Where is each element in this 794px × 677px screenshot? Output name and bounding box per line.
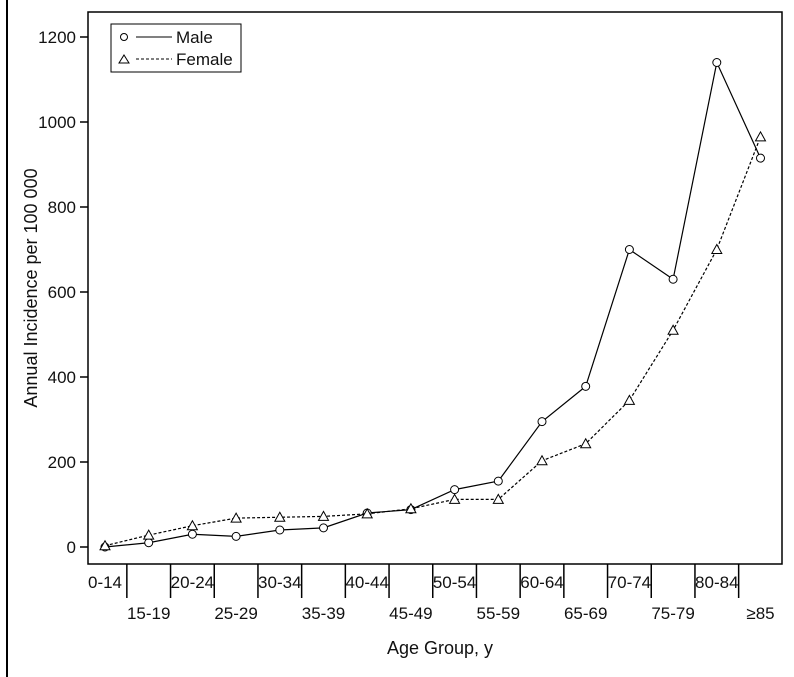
data-point-female [448,493,461,504]
data-point-female [273,511,286,522]
data-point-female [623,394,636,405]
data-point-female [317,510,330,521]
x-tick-label: 25-29 [214,604,257,623]
x-axis: 0-1415-1920-2425-2930-3435-3940-4445-495… [88,564,775,623]
data-point-male [275,525,285,535]
data-point-female [186,519,199,531]
x-tick-label: 0-14 [88,573,122,592]
data-point-female [361,507,374,519]
x-tick-label: 20-24 [171,573,214,592]
data-point-female [579,437,592,449]
legend-female-marker [118,54,130,64]
data-point-female [142,529,155,540]
x-tick-label: 30-34 [258,573,301,592]
data-point-male [319,523,328,533]
x-axis-title: Age Group, y [387,638,493,658]
legend-box [110,23,242,73]
x-tick-label: 65-69 [564,604,607,623]
x-tick-label: 80-84 [695,573,738,592]
data-point-female [667,324,679,335]
y-axis: 0 200 400 600 800 1000 1200 [38,28,88,557]
data-point-male [756,153,765,163]
legend-male-marker [120,33,128,41]
data-point-female [99,539,111,551]
legend-female-label: Female [176,50,233,69]
x-tick-label: 70-74 [608,573,651,592]
data-point-male [668,274,678,284]
plot-area [87,11,783,565]
legend-male-label: Male [176,28,213,47]
series-layer [99,58,767,552]
x-tick-label: 60-64 [520,573,563,592]
data-point-male [712,58,722,67]
y-axis-title: Annual Incidence per 100 000 [21,168,41,407]
x-tick-label: ≥85 [746,604,774,623]
x-tick-label: 40-44 [345,573,388,592]
y-tick-label: 600 [48,283,76,302]
y-tick-label: 1200 [38,28,76,47]
y-tick-label: 0 [67,538,76,557]
y-tick-label: 1000 [38,113,76,132]
x-tick-label: 15-19 [127,604,170,623]
data-point-male [581,381,591,391]
x-tick-label: 50-54 [433,573,476,592]
x-tick-label: 45-49 [389,604,432,623]
data-point-male [537,417,547,427]
data-point-male [450,485,460,495]
legend: Male Female [110,23,242,73]
data-point-female [492,493,505,504]
series-female [99,130,767,551]
y-tick-label: 800 [48,198,76,217]
data-point-female [754,130,767,142]
data-point-male [187,529,197,539]
data-point-male [144,538,154,548]
data-point-female [536,454,548,466]
x-tick-label: 35-39 [302,604,345,623]
data-point-female [230,512,242,523]
y-tick-label: 200 [48,453,76,472]
series-male [100,58,765,552]
series-line-female [104,136,762,547]
data-point-male [231,531,241,541]
y-tick-label: 400 [48,368,76,387]
data-point-female [405,502,417,514]
x-tick-label: 55-59 [477,604,520,623]
x-tick-label: 75-79 [651,604,694,623]
series-line-male [104,60,762,548]
data-point-male [624,245,634,254]
data-point-male [493,476,503,486]
data-point-female [710,243,723,254]
